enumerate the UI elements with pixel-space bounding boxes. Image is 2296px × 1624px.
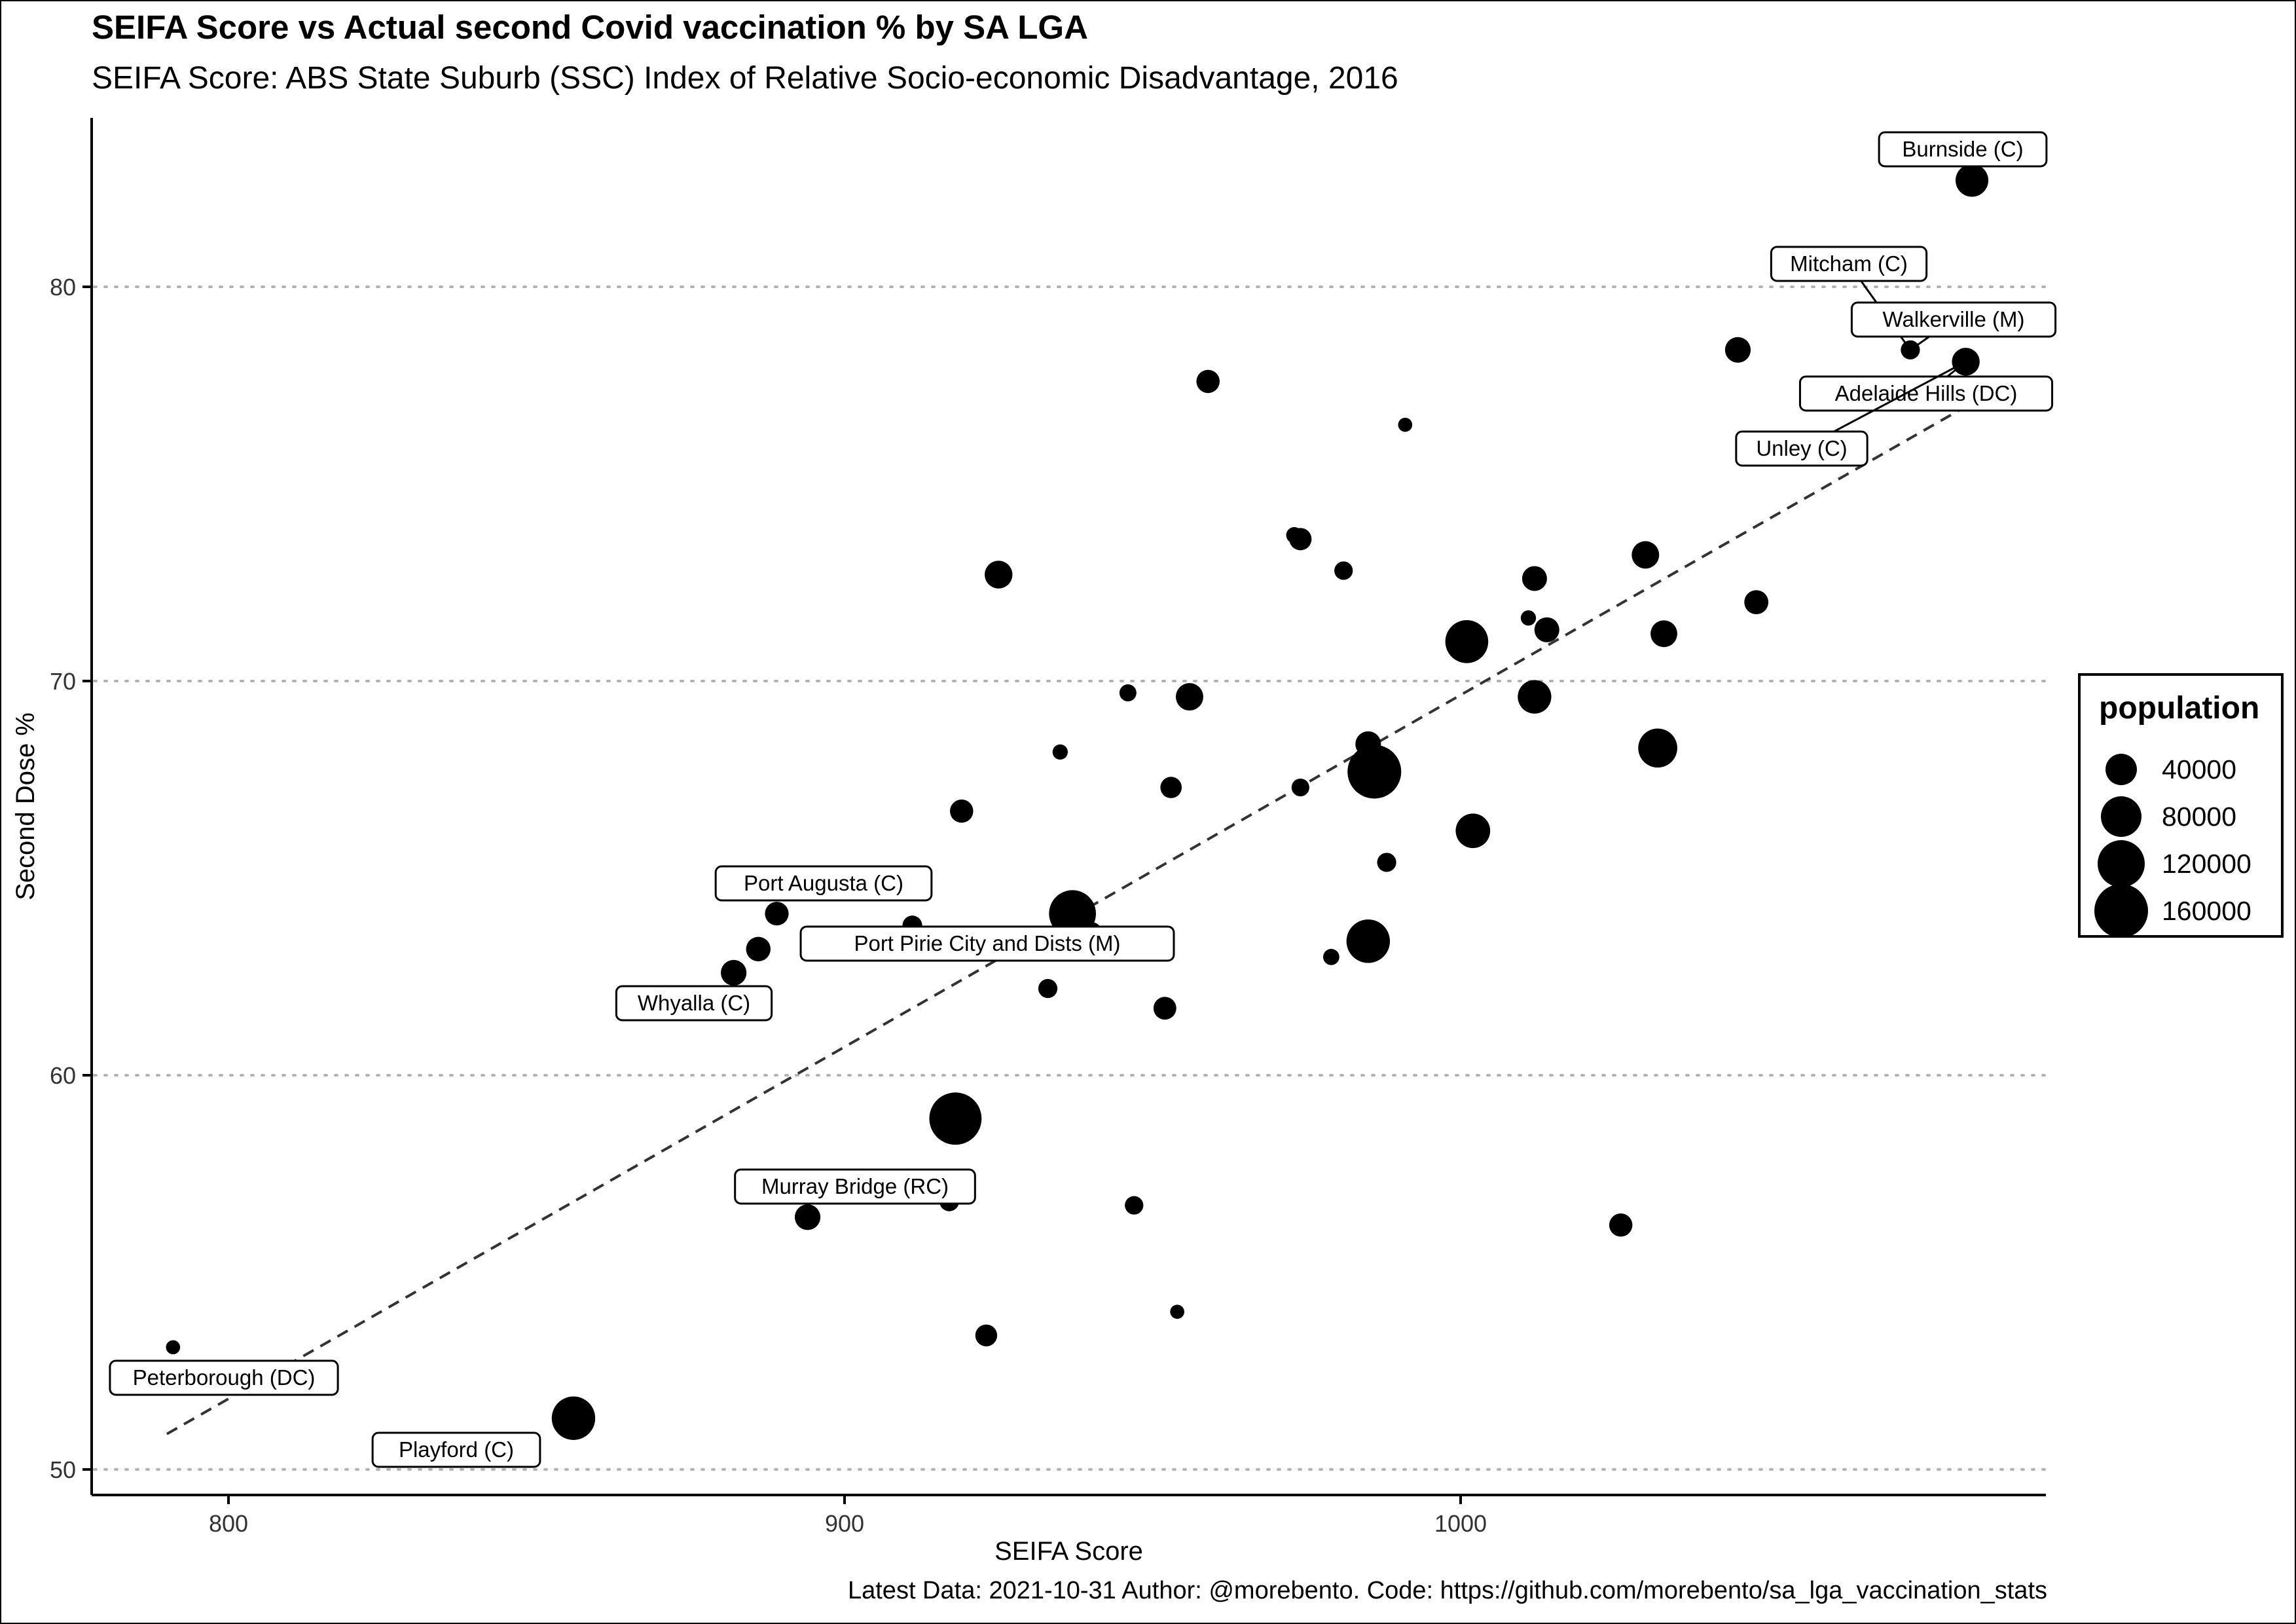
- data-point: [1286, 526, 1303, 544]
- legend-label: 40000: [2162, 754, 2237, 784]
- legend-item: 40000: [2081, 747, 2281, 792]
- data-point: [1125, 1196, 1144, 1215]
- data-point: [1153, 997, 1176, 1020]
- data-point: [1196, 369, 1220, 394]
- size-legend: population 40000 80000 120000 160000: [2078, 673, 2284, 938]
- legend-dot: [2094, 884, 2148, 938]
- data-point: [1347, 745, 1402, 799]
- data-point: [1119, 684, 1137, 702]
- y-tick-label: 70: [50, 668, 76, 695]
- data-point: [166, 1340, 181, 1355]
- legend-dot: [2105, 754, 2137, 785]
- data-point: [1445, 620, 1489, 663]
- data-point: [1520, 610, 1537, 626]
- legend-item: 120000: [2081, 840, 2281, 888]
- legend-title: population: [2099, 691, 2260, 726]
- label-box: [109, 1359, 339, 1396]
- point-label: Murray Bridge (RC): [761, 1174, 949, 1198]
- axes: 50 60 70 80 800 900 1000 SEIFA Score Second Dose…: [11, 118, 2046, 1566]
- point-label: Port Pirie City and Dists (M): [854, 931, 1120, 955]
- label-box: [1850, 301, 2057, 338]
- legend-item: 80000: [2081, 794, 2281, 840]
- data-point: [551, 1396, 596, 1440]
- point-label: Playford (C): [399, 1437, 514, 1462]
- data-point: [794, 1204, 821, 1230]
- data-point: [721, 959, 747, 986]
- label-box: [1770, 246, 1928, 282]
- x-tick-label: 900: [825, 1510, 864, 1537]
- chart-title: SEIFA Score vs Actual second Covid vacci…: [92, 9, 1088, 46]
- y-tick-label: 50: [50, 1456, 76, 1483]
- data-point: [1638, 728, 1677, 768]
- data-point: [950, 799, 974, 823]
- point-label: Walkerville (M): [1883, 307, 2025, 331]
- y-axis-label: Second Dose %: [11, 712, 40, 900]
- label-box: [734, 1168, 976, 1205]
- data-point: [1609, 1213, 1633, 1237]
- data-point: [1744, 590, 1769, 615]
- label-box: [1878, 131, 2048, 168]
- point-label: Adelaide Hills (DC): [1835, 381, 2018, 405]
- data-point: [1346, 919, 1391, 963]
- data-point: [1170, 1304, 1184, 1320]
- y-tick-label: 60: [50, 1062, 76, 1089]
- data-point: [1534, 617, 1559, 642]
- x-axis-label: SEIFA Score: [994, 1537, 1143, 1566]
- legend-label: 80000: [2162, 802, 2237, 832]
- data-point: [1398, 417, 1413, 432]
- y-tick-label: 80: [50, 274, 76, 301]
- legend-item: 160000: [2081, 884, 2281, 938]
- data-point: [1355, 731, 1381, 757]
- label-box: [714, 865, 933, 902]
- label-box: [371, 1431, 541, 1468]
- data-point: [1631, 541, 1660, 569]
- data-point: [1160, 777, 1182, 798]
- legend-dot: [2097, 840, 2145, 888]
- label-box: [1798, 375, 2054, 412]
- data-point: [1052, 744, 1068, 760]
- point-label: Mitcham (C): [1790, 251, 1908, 276]
- data-point: [1291, 778, 1309, 797]
- legend-dot: [2100, 796, 2142, 838]
- data-point: [746, 936, 771, 962]
- data-point: [985, 561, 1013, 589]
- label-box: [799, 925, 1175, 962]
- point-labels: Burnside (C) Mitcham (C) Walkerville (M) Ad…: [109, 131, 2057, 1468]
- label-box: [615, 985, 773, 1022]
- label-box: [1735, 430, 1868, 467]
- data-point: [1334, 561, 1353, 580]
- data-point: [1518, 680, 1552, 714]
- data-point: [1323, 949, 1339, 965]
- legend-label: 120000: [2162, 849, 2251, 879]
- point-label: Burnside (C): [1902, 137, 2023, 161]
- chart-caption: Latest Data: 2021-10-31 Author: @moreben…: [847, 1577, 2047, 1604]
- point-label: Whyalla (C): [638, 991, 750, 1015]
- data-point: [1955, 164, 1989, 197]
- data-point: [1175, 683, 1203, 711]
- data-point: [975, 1324, 998, 1347]
- gridlines: [93, 286, 2047, 1471]
- data-point: [1724, 337, 1751, 363]
- data-point: [929, 1092, 982, 1145]
- data-point: [1522, 566, 1547, 591]
- point-label: Unley (C): [1756, 436, 1847, 460]
- point-label: Port Augusta (C): [744, 871, 903, 895]
- data-point: [1650, 620, 1677, 648]
- data-point: [765, 902, 789, 926]
- data-point: [1038, 978, 1058, 999]
- chart-subtitle: SEIFA Score: ABS State Suburb (SSC) Inde…: [92, 61, 1398, 96]
- data-point: [1455, 813, 1491, 849]
- data-point: [1377, 853, 1396, 872]
- data-points: [166, 164, 1989, 1440]
- legend-label: 160000: [2162, 896, 2251, 926]
- x-tick-label: 800: [209, 1510, 248, 1537]
- point-label: Peterborough (DC): [133, 1365, 316, 1390]
- data-point: [1049, 890, 1096, 938]
- x-tick-label: 1000: [1434, 1510, 1487, 1537]
